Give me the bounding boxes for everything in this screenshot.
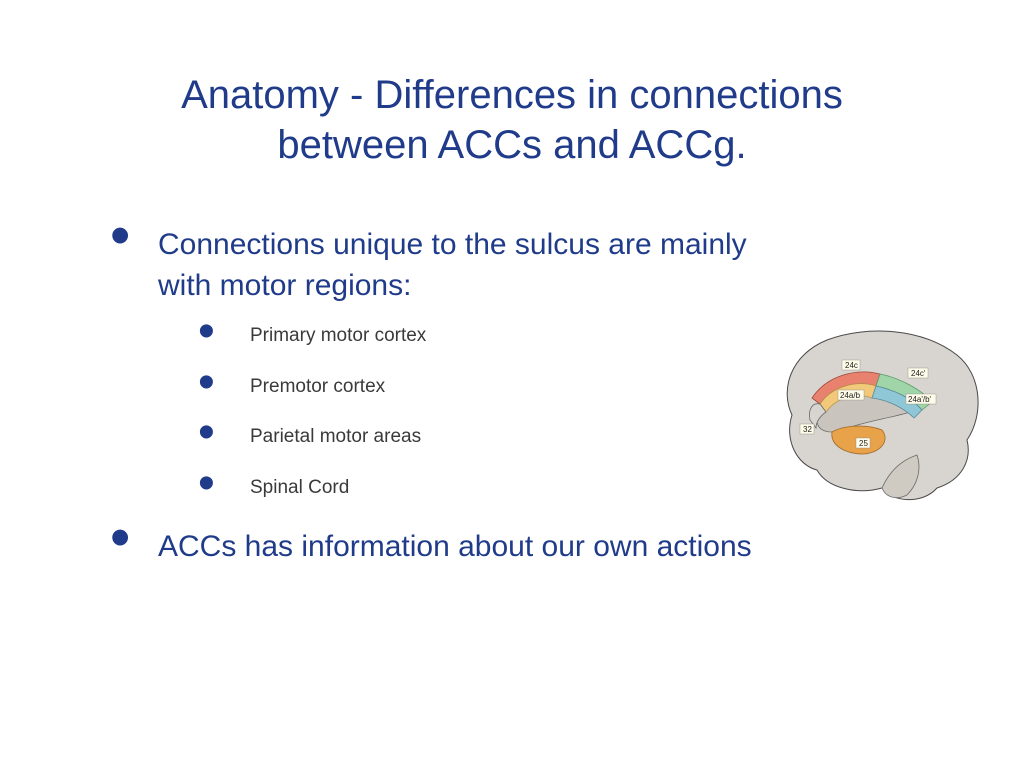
sub-bullet-parietal: Parietal motor areas [198,425,750,450]
bullet-connections: Connections unique to the sulcus are mai… [110,225,750,501]
sub-bullet-text: Primary motor cortex [250,325,426,346]
label-32: 32 [803,425,812,434]
sub-bullet-primary-motor: Primary motor cortex [198,324,750,349]
sub-bullet-text: Spinal Cord [250,477,349,498]
slide-container: Anatomy - Differences in connections bet… [0,0,1024,768]
brain-diagram: 24c 24c' 24a/b 24a'/b' 32 25 [772,320,992,510]
brain-svg-icon: 24c 24c' 24a/b 24a'/b' 32 25 [772,320,992,510]
sub-bullet-spinal: Spinal Cord [198,476,750,501]
sub-bullet-text: Parietal motor areas [250,426,421,447]
sub-bullet-premotor: Premotor cortex [198,375,750,400]
bullet-accs-info: ACCs has information about our own actio… [110,527,964,568]
label-24c: 24c [845,361,858,370]
label-24abprime: 24a'/b' [908,395,932,404]
sub-bullet-list: Primary motor cortex Premotor cortex Par… [158,324,750,501]
bullet-connections-text: Connections unique to the sulcus are mai… [158,228,747,302]
label-24ab: 24a/b [840,391,861,400]
sub-bullet-text: Premotor cortex [250,376,385,397]
label-25: 25 [859,439,868,448]
label-24cprime: 24c' [911,369,926,378]
bullet-accs-info-text: ACCs has information about our own actio… [158,530,752,563]
slide-title: Anatomy - Differences in connections bet… [60,70,964,170]
